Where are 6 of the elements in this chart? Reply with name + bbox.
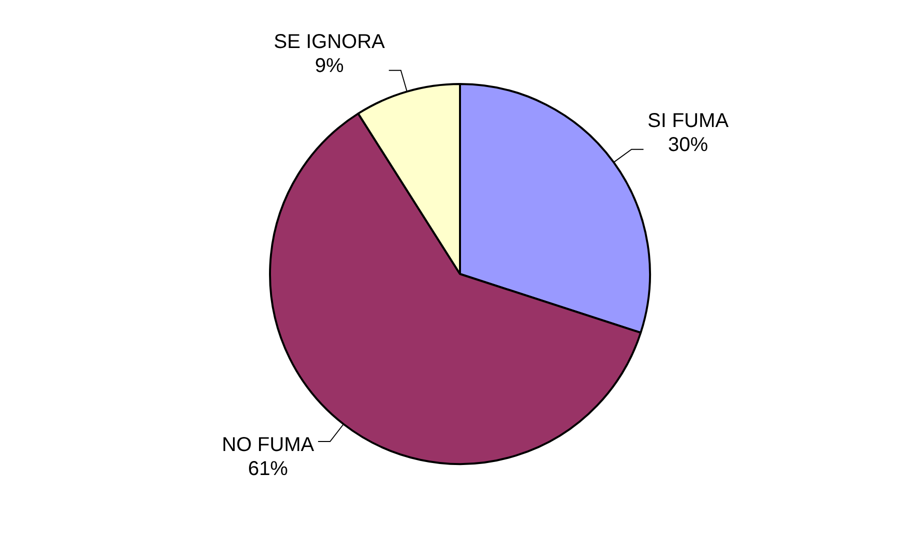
slice-label: SE IGNORA — [274, 30, 386, 53]
slice-label: SI FUMA — [648, 110, 730, 132]
slice-label: NO FUMA — [222, 434, 315, 456]
data-label: 61% — [248, 458, 288, 480]
data-label: 9% — [314, 54, 344, 77]
data-label: 30% — [668, 134, 708, 156]
